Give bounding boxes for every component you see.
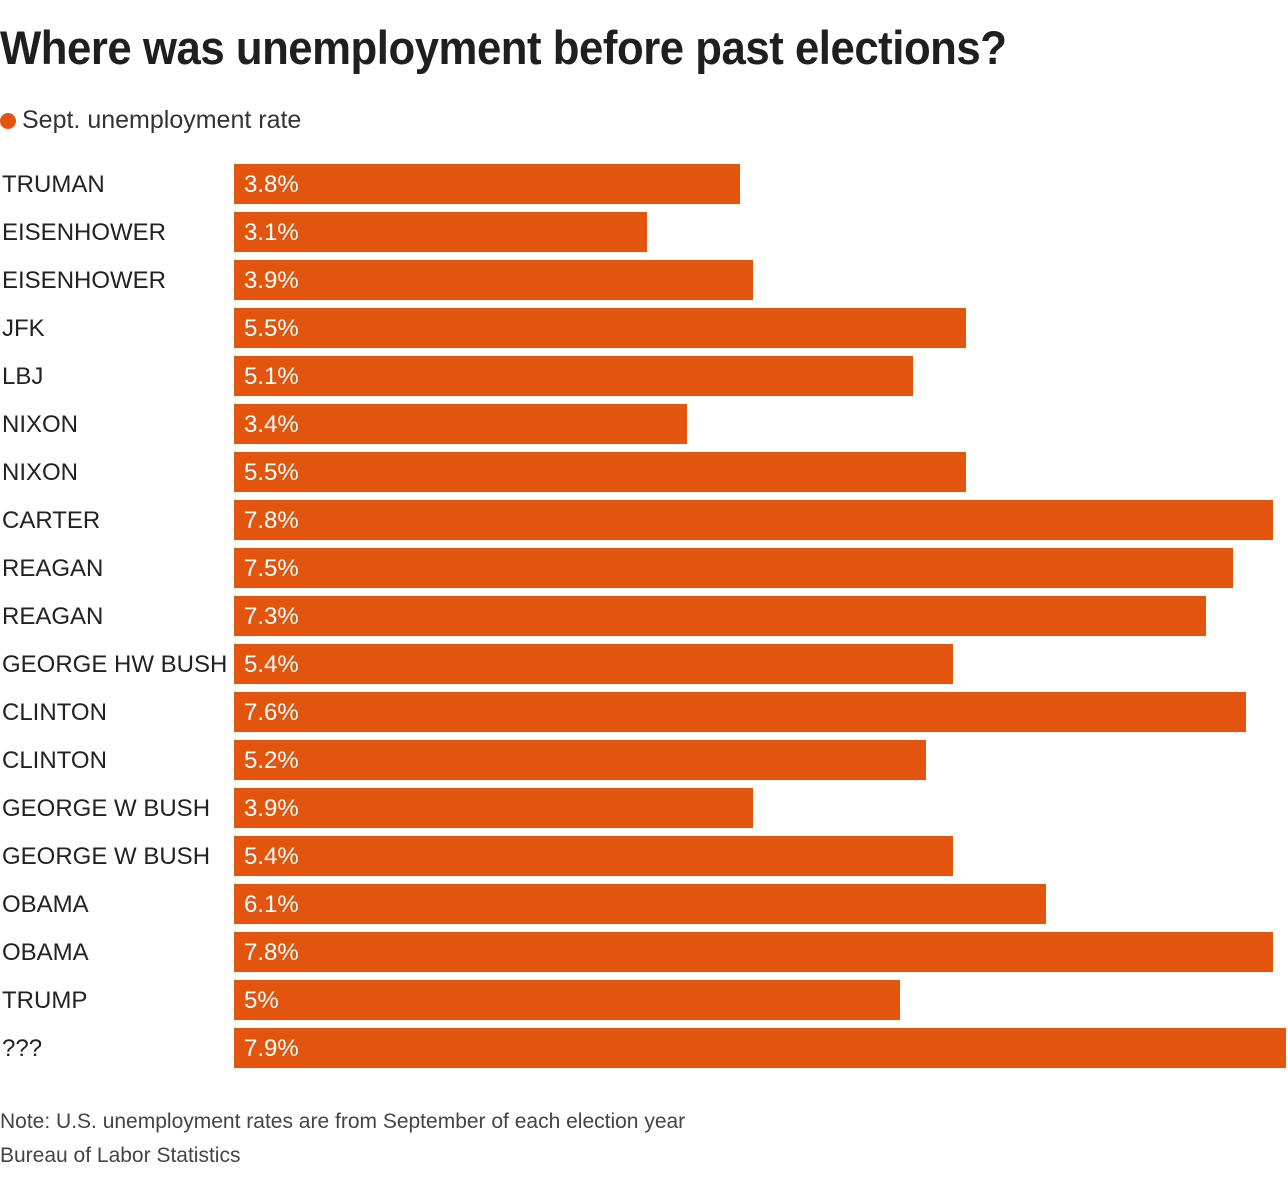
data-label: 3.9% [244, 795, 299, 822]
bar-chart: TRUMAN 3.8% EISENHOWER 3.1% EISENHOWER 3.9% JF… [0, 164, 1288, 1068]
data-label: 5% [244, 987, 279, 1014]
bar-row: CARTER 7.8% [0, 500, 1288, 540]
data-label: 7.3% [244, 603, 299, 630]
bar-row: ??? 7.9% [0, 1028, 1288, 1068]
data-label: 5.5% [244, 459, 299, 486]
data-label: 7.8% [244, 507, 299, 534]
bar-row: EISENHOWER 3.9% [0, 260, 1288, 300]
category-label: CLINTON [2, 699, 107, 726]
bar [234, 836, 953, 876]
bar-row: NIXON 3.4% [0, 404, 1288, 444]
data-label: 5.4% [244, 651, 299, 678]
bar-row: OBAMA 7.8% [0, 932, 1288, 972]
legend: Sept. unemployment rate [0, 106, 301, 135]
bar [234, 164, 740, 204]
data-label: 3.1% [244, 219, 299, 246]
category-label: REAGAN [2, 603, 104, 630]
category-label: CLINTON [2, 747, 107, 774]
data-label: 7.6% [244, 699, 299, 726]
category-label: LBJ [2, 363, 44, 390]
category-label: ??? [2, 1035, 43, 1062]
category-label: GEORGE W BUSH [2, 843, 211, 870]
category-label: OBAMA [2, 891, 89, 918]
chart-title: Where was unemployment before past elect… [0, 21, 1007, 74]
bar-row: TRUMP 5% [0, 980, 1288, 1020]
bar [234, 788, 753, 828]
category-label: NIXON [2, 411, 79, 438]
category-label: REAGAN [2, 555, 104, 582]
bar-row: REAGAN 7.5% [0, 548, 1288, 588]
bar [234, 404, 687, 444]
bar [234, 932, 1273, 972]
bar-row: GEORGE W BUSH 3.9% [0, 788, 1288, 828]
bar [234, 452, 966, 492]
data-label: 7.9% [244, 1035, 299, 1062]
data-label: 3.4% [244, 411, 299, 438]
data-label: 5.5% [244, 315, 299, 342]
bar [234, 596, 1206, 636]
bar [234, 500, 1273, 540]
category-label: CARTER [2, 507, 101, 534]
bar-row: REAGAN 7.3% [0, 596, 1288, 636]
bar [234, 980, 900, 1020]
category-label: GEORGE W BUSH [2, 795, 211, 822]
data-label: 5.1% [244, 363, 299, 390]
legend-swatch-icon [0, 112, 16, 129]
bar-row: TRUMAN 3.8% [0, 164, 1288, 204]
bar-row: EISENHOWER 3.1% [0, 212, 1288, 252]
bar-row: CLINTON 7.6% [0, 692, 1288, 732]
bar [234, 884, 1046, 924]
data-label: 5.2% [244, 747, 299, 774]
bar-row: GEORGE W BUSH 5.4% [0, 836, 1288, 876]
bar [234, 1028, 1286, 1068]
category-label: JFK [2, 315, 45, 342]
bar [234, 308, 966, 348]
bar [234, 212, 647, 252]
category-label: GEORGE HW BUSH [2, 651, 228, 678]
bar [234, 740, 926, 780]
category-label: EISENHOWER [2, 219, 167, 246]
legend-label: Sept. unemployment rate [22, 106, 302, 134]
category-label: TRUMP [2, 987, 88, 1014]
category-label: OBAMA [2, 939, 89, 966]
data-label: 3.9% [244, 267, 299, 294]
category-label: NIXON [2, 459, 79, 486]
data-label: 6.1% [244, 891, 299, 918]
bar-row: LBJ 5.1% [0, 356, 1288, 396]
bar [234, 692, 1246, 732]
data-label: 7.5% [244, 555, 299, 582]
bar-row: GEORGE HW BUSH 5.4% [0, 644, 1288, 684]
bar [234, 260, 753, 300]
bar-row: CLINTON 5.2% [0, 740, 1288, 780]
category-label: EISENHOWER [2, 267, 167, 294]
bar-row: JFK 5.5% [0, 308, 1288, 348]
bar-row: OBAMA 6.1% [0, 884, 1288, 924]
bar [234, 356, 913, 396]
chart-source: Bureau of Labor Statistics [0, 1144, 241, 1167]
bar [234, 644, 953, 684]
bar [234, 548, 1233, 588]
chart-note: Note: U.S. unemployment rates are from S… [0, 1110, 686, 1133]
category-label: TRUMAN [2, 171, 105, 198]
data-label: 5.4% [244, 843, 299, 870]
data-label: 7.8% [244, 939, 299, 966]
bar-row: NIXON 5.5% [0, 452, 1288, 492]
data-label: 3.8% [244, 171, 299, 198]
